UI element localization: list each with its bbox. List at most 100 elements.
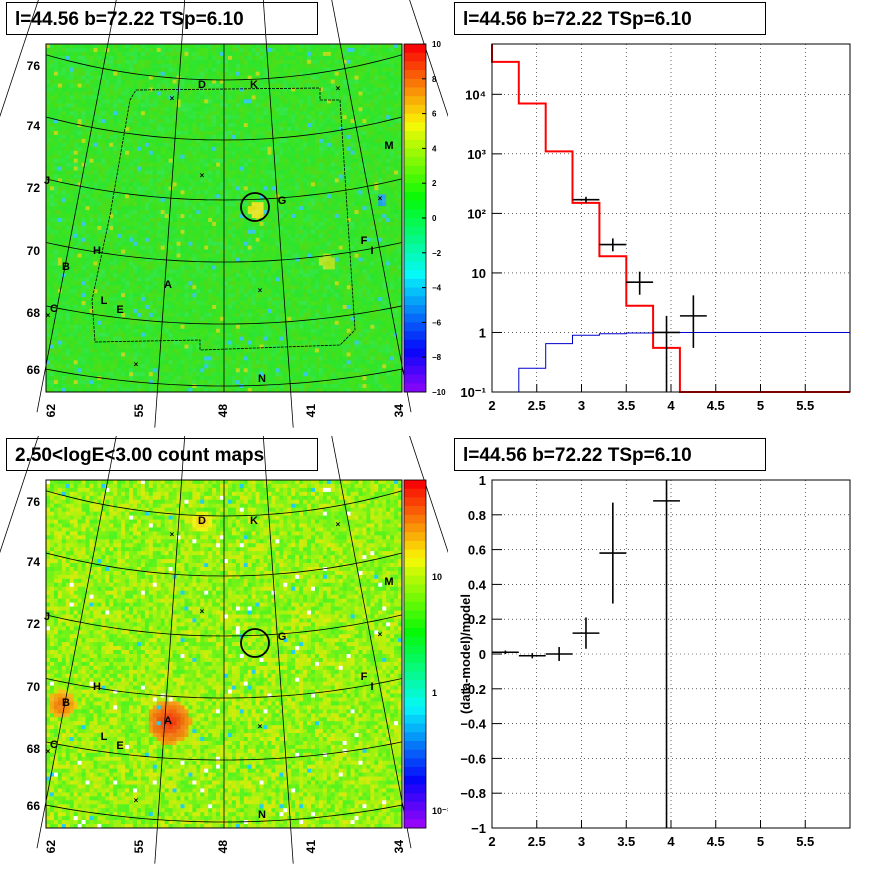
map-pixel [65, 127, 71, 132]
map-pixel [220, 63, 225, 69]
map-pixel [61, 142, 67, 148]
map-pixel [188, 134, 193, 140]
map-pixel [180, 154, 185, 160]
map-pixel [366, 182, 371, 187]
map-pixel [279, 107, 284, 112]
map-pixel [188, 178, 193, 183]
map-pixel [89, 127, 94, 132]
map-pixel [338, 233, 344, 239]
map-pixel [168, 107, 173, 112]
map-pixel [46, 142, 51, 148]
map-pixel [366, 249, 371, 254]
map-pixel [251, 146, 257, 152]
map-pixel [398, 87, 403, 92]
map-pixel [239, 182, 245, 187]
map-pixel [235, 245, 241, 251]
map-pixel [77, 79, 82, 84]
map-pixel [117, 138, 122, 144]
map-pixel [53, 225, 59, 231]
map-pixel [152, 166, 158, 171]
map-pixel [97, 91, 102, 96]
map-pixel [220, 146, 225, 152]
map-pixel [311, 166, 316, 171]
map-pixel [188, 206, 193, 211]
map-pixel [303, 237, 308, 243]
map-pixel [49, 186, 55, 191]
map-pixel [113, 257, 118, 262]
map-pixel [279, 170, 284, 175]
map-pixel [121, 131, 126, 136]
map-pixel [97, 261, 102, 266]
map-pixel [354, 55, 359, 61]
map-pixel [156, 87, 162, 92]
map-pixel [212, 127, 217, 132]
map-pixel [93, 245, 98, 251]
map-pixel [136, 190, 142, 195]
map-pixel [283, 241, 288, 247]
map-pixel [350, 150, 355, 156]
map-pixel [350, 142, 355, 148]
map-pixel [180, 134, 185, 140]
map-pixel [362, 99, 367, 104]
map-pixel [168, 115, 173, 120]
map-pixel [342, 257, 348, 262]
map-pixel [326, 79, 332, 84]
map-pixel [208, 253, 213, 258]
map-pixel [227, 257, 233, 262]
map-pixel [172, 253, 177, 258]
map-pixel [295, 91, 300, 96]
map-pixel [192, 162, 197, 167]
map-pixel [109, 134, 114, 140]
map-pixel [231, 214, 237, 219]
map-pixel [188, 95, 193, 100]
map-pixel [263, 91, 268, 96]
map-pixel [117, 103, 122, 108]
map-pixel [180, 111, 185, 116]
map-pixel [275, 241, 280, 247]
map-pixel [140, 186, 146, 191]
map-pixel [168, 142, 173, 148]
map-pixel [366, 51, 371, 57]
map-pixel [314, 162, 320, 167]
map-pixel [208, 87, 213, 92]
map-pixel [180, 221, 185, 227]
map-pixel [362, 134, 367, 140]
map-pixel [188, 194, 193, 199]
map-pixel [89, 166, 94, 171]
map-pixel [283, 99, 288, 104]
map-pixel [354, 123, 359, 128]
map-pixel [49, 103, 55, 108]
map-pixel [334, 119, 340, 124]
map-pixel [394, 166, 399, 171]
map-pixel [231, 186, 237, 191]
map-pixel [362, 190, 367, 195]
map-pixel [267, 182, 272, 187]
map-pixel [295, 225, 300, 231]
map-pixel [216, 233, 221, 239]
map-pixel [109, 146, 114, 152]
map-pixel [366, 245, 371, 251]
map-pixel [69, 83, 75, 88]
map-pixel [251, 233, 257, 239]
map-pixel [295, 131, 300, 136]
map-pixel [318, 233, 324, 239]
map-pixel [176, 241, 181, 247]
map-pixel [231, 249, 237, 254]
map-pixel [390, 99, 395, 104]
map-pixel [251, 138, 257, 144]
map-pixel [235, 99, 241, 104]
map-pixel [172, 154, 177, 160]
map-pixel [271, 221, 276, 227]
map-pixel [164, 51, 170, 57]
map-pixel [69, 154, 75, 160]
map-pixel [366, 103, 371, 108]
map-pixel [184, 150, 189, 156]
map-pixel [330, 146, 336, 152]
map-pixel [330, 170, 336, 175]
map-pixel [117, 79, 122, 84]
map-pixel [279, 63, 284, 69]
map-pixel [287, 229, 292, 235]
map-pixel [263, 178, 268, 183]
map-pixel [354, 178, 359, 183]
map-pixel [85, 67, 90, 73]
